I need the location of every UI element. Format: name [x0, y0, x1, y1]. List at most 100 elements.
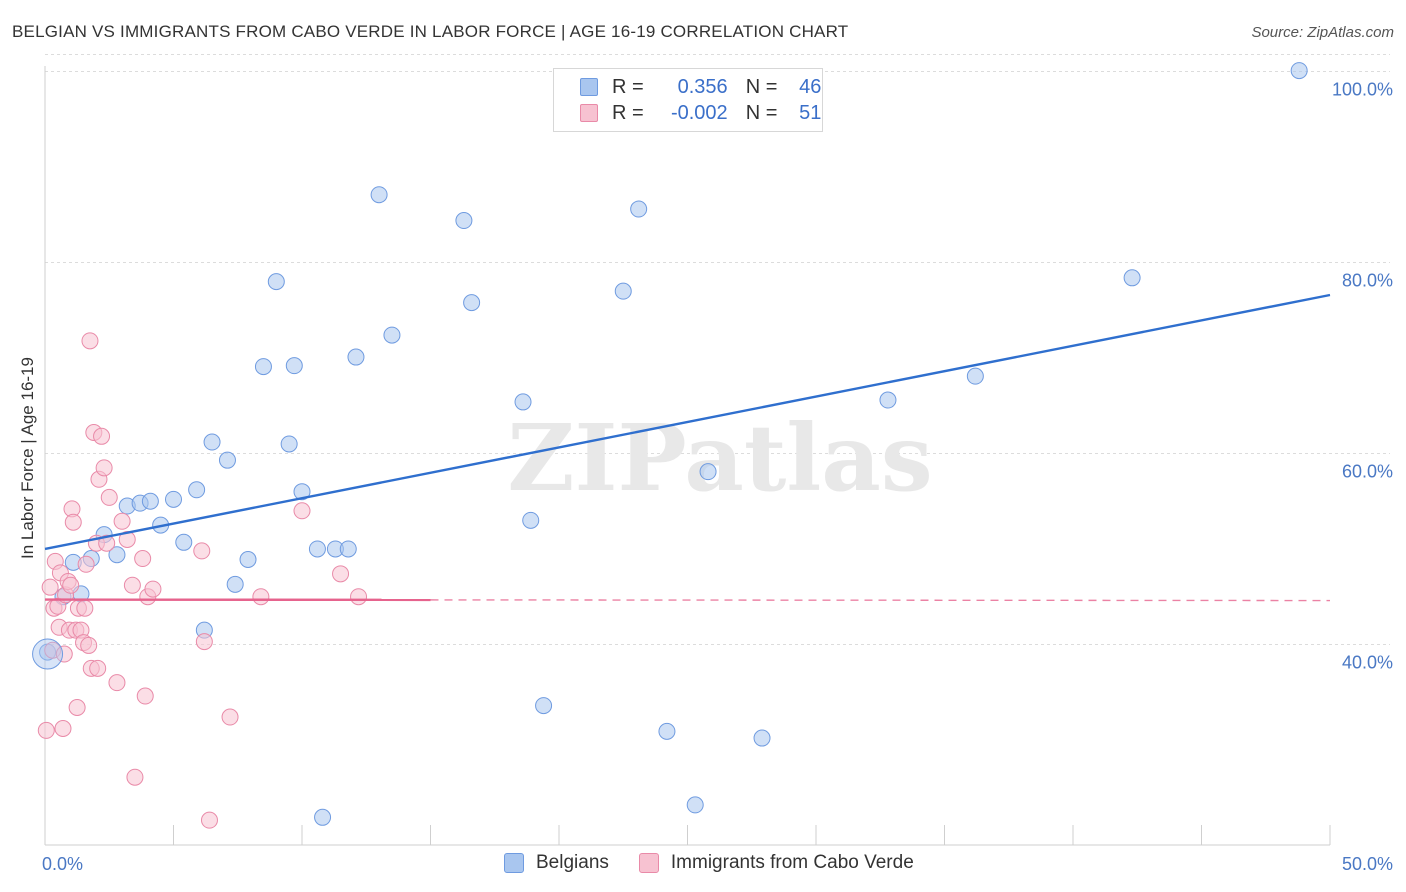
axes [44, 66, 1331, 846]
belgians-point-45 [1290, 62, 1308, 80]
n-value: 46 [799, 75, 822, 98]
belgians-point-37 [630, 200, 648, 218]
cabo-verde-point-9 [55, 645, 73, 663]
legend-swatch-belgians [504, 853, 524, 873]
cabo-verde-point-34 [108, 674, 126, 692]
data-points [32, 62, 1308, 829]
cabo-verde-point-49 [332, 565, 350, 583]
n-label: N = [745, 75, 778, 98]
n-value: 51 [799, 101, 822, 124]
cabo-verde-trend-line-extension [430, 599, 1331, 602]
cabo-verde-point-31 [95, 459, 113, 477]
cabo-verde-point-39 [134, 550, 152, 568]
cabo-verde-point-38 [126, 768, 144, 786]
cabo-verde-point-36 [118, 530, 136, 548]
belgians-point-42 [879, 391, 897, 409]
source-label: Source: ZipAtlas.com [1251, 24, 1394, 41]
x-tick-label-0: 0.0% [42, 854, 83, 874]
y-tick-label-3: 100.0% [1332, 80, 1393, 100]
belgians-point-31 [455, 212, 473, 230]
trend-lines [44, 293, 1331, 602]
belgians-point-39 [686, 796, 704, 814]
belgians-point-38 [658, 722, 676, 740]
belgians-point-11 [165, 490, 182, 508]
cabo-verde-point-15 [64, 513, 82, 531]
legend-item-belgians[interactable]: Belgians [504, 852, 609, 874]
legend-item-cabo-verde[interactable]: Immigrants from Cabo Verde [638, 852, 914, 874]
cabo-verde-point-21 [76, 599, 94, 617]
belgians-point-6 [108, 546, 126, 564]
tick-labels: 40.0% 60.0% 80.0% 100.0% 0.0% 50.0% [42, 80, 1393, 874]
belgians-point-13 [188, 481, 206, 499]
belgians-point-44 [1123, 269, 1141, 287]
cabo-verde-point-47 [252, 588, 270, 606]
belgians-point-22 [285, 357, 303, 375]
cabo-verde-point-40 [136, 687, 154, 705]
y-axis-title: In Labor Force | Age 16-19 [18, 357, 37, 559]
belgians-point-36 [614, 282, 632, 300]
belgians-point-21 [280, 435, 298, 453]
belgians-point-9 [141, 492, 159, 510]
cabo-verde-point-45 [200, 811, 218, 829]
belgians-trend-line [44, 293, 1331, 551]
belgians-point-23 [293, 483, 311, 501]
belgians-point-15 [203, 433, 221, 451]
belgians-point-43 [966, 367, 984, 385]
legend-row-cabo-verde: R = -0.002 N = 51 [580, 100, 821, 126]
r-label: R = [612, 75, 644, 98]
belgians-point-30 [383, 326, 401, 344]
belgians-point-32 [463, 294, 481, 312]
x-tick-label-1: 50.0% [1342, 854, 1393, 874]
y-tick-label-0: 40.0% [1342, 652, 1393, 672]
cabo-verde-point-32 [98, 534, 116, 552]
cabo-verde-point-46 [221, 708, 239, 726]
cabo-verde-point-50 [350, 588, 368, 606]
r-value: 0.356 [677, 75, 728, 98]
belgians-point-35 [535, 697, 553, 715]
cabo-verde-point-1 [41, 578, 59, 596]
belgians-point-40 [699, 463, 717, 481]
n-label: N = [745, 101, 778, 124]
belgians-point-28 [347, 348, 365, 366]
belgians-point-24 [308, 540, 326, 558]
cabo-verde-point-30 [93, 427, 111, 445]
cabo-verde-point-48 [293, 502, 311, 520]
chart-title: BELGIAN VS IMMIGRANTS FROM CABO VERDE IN… [12, 22, 849, 41]
cabo-verde-point-37 [123, 576, 141, 594]
stats-legend: R = 0.356 N = 46 R = -0.002 N = 51 [553, 68, 823, 132]
cabo-verde-point-35 [113, 512, 131, 530]
cabo-verde-point-0 [37, 721, 55, 739]
legend-swatch-cabo-verde [580, 104, 598, 122]
cabo-verde-point-13 [62, 576, 80, 594]
legend-swatch-cabo-verde [638, 853, 659, 873]
r-label: R = [612, 101, 644, 124]
cabo-verde-point-23 [80, 636, 98, 654]
cabo-verde-point-8 [54, 720, 72, 738]
belgians-point-12 [175, 533, 193, 551]
belgians-point-25 [314, 808, 332, 826]
cabo-verde-point-22 [77, 555, 95, 573]
belgians-point-20 [267, 273, 285, 291]
belgians-point-16 [218, 451, 236, 469]
r-value: -0.002 [670, 101, 728, 124]
belgians-point-41 [753, 729, 771, 747]
cabo-verde-point-33 [100, 488, 118, 506]
cabo-verde-point-17 [68, 698, 86, 716]
cabo-verde-point-44 [195, 633, 213, 651]
cabo-verde-point-28 [89, 659, 107, 677]
belgians-point-34 [522, 511, 540, 529]
watermark: ZIPatlas [507, 404, 932, 512]
belgians-point-18 [239, 550, 257, 568]
legend-swatch-belgians [580, 78, 598, 96]
legend-label-belgians: Belgians [536, 852, 609, 873]
y-tick-label-1: 60.0% [1342, 462, 1393, 482]
belgians-point-33 [514, 393, 532, 411]
belgians-point-large [32, 638, 64, 670]
belgians-point-17 [226, 575, 244, 593]
cabo-verde-point-42 [144, 580, 162, 598]
cabo-verde-point-24 [81, 332, 99, 350]
legend-label-cabo-verde: Immigrants from Cabo Verde [670, 852, 914, 873]
legend-row-belgians: R = 0.356 N = 46 [580, 74, 821, 100]
belgians-point-19 [254, 358, 272, 376]
